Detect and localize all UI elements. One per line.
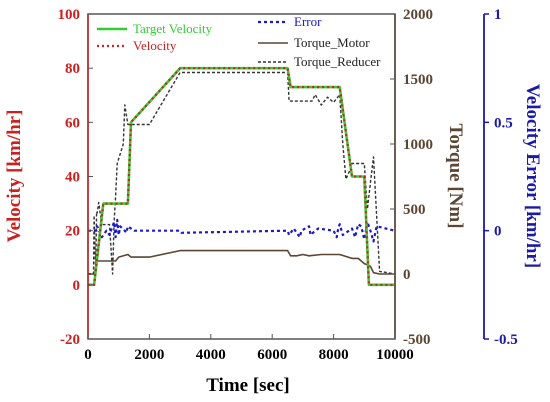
- y-left-tick-label: 20: [65, 224, 80, 240]
- legend-error-torque: Error Torque_Motor Torque_Reducer: [258, 14, 381, 69]
- y-right-torque-tick-label: -500: [403, 332, 431, 348]
- y-axis-right-torque-label: Torque [Nm]: [445, 123, 466, 228]
- y-axis-right-error-label: Velocity Error [km/hr]: [522, 84, 543, 268]
- y-left-tick-label: 60: [65, 115, 80, 131]
- y-right-torque-tick-label: 1500: [403, 72, 433, 88]
- y-right-error-tick-label: 0: [494, 224, 502, 240]
- y-left-tick-label: 40: [65, 170, 80, 186]
- series-layer: [88, 66, 396, 287]
- y-left-tick-label: 0: [73, 278, 81, 294]
- x-axis: 0 2000 4000 6000 8000 10000: [84, 334, 414, 363]
- x-tick-label: 10000: [376, 347, 414, 363]
- legend-velocity: Target Velocity Velocity: [97, 21, 213, 53]
- legend-label: Error: [294, 14, 322, 29]
- series-line-target-velocity: [88, 66, 395, 287]
- legend-label: Torque_Reducer: [294, 54, 381, 69]
- y-left-tick-label: 100: [58, 7, 81, 23]
- y-left-tick-label: 80: [65, 61, 80, 77]
- legend-label: Torque_Motor: [294, 35, 370, 50]
- y-right-error-tick-label: -0.5: [494, 332, 518, 348]
- y-right-torque-tick-label: 2000: [403, 7, 433, 23]
- series-line-error: [88, 218, 396, 243]
- series-line-velocity: [88, 67, 395, 286]
- y-axis-right-torque: -500 0 500 1000 1500 2000: [390, 7, 433, 348]
- legend-label: Velocity: [133, 38, 177, 53]
- series-line-torque-motor: [88, 249, 395, 275]
- x-tick-label: 8000: [319, 347, 349, 363]
- legend-label: Target Velocity: [133, 21, 213, 36]
- y-axis-right-error: -0.5 0 0.5 1: [483, 7, 518, 348]
- y-right-torque-tick-label: 1000: [403, 137, 433, 153]
- y-axis-left-label: Velocity [km/hr]: [4, 110, 25, 243]
- x-tick-label: 6000: [257, 347, 287, 363]
- x-tick-label: 4000: [196, 347, 226, 363]
- y-right-torque-tick-label: 500: [403, 202, 426, 218]
- y-right-torque-tick-label: 0: [403, 267, 411, 283]
- y-right-error-tick-label: 1: [494, 7, 502, 23]
- x-tick-label: 0: [84, 347, 92, 363]
- x-tick-label: 2000: [134, 347, 164, 363]
- series-line-torque-reducer: [88, 71, 396, 275]
- y-right-error-tick-label: 0.5: [494, 115, 513, 131]
- y-axis-left: -20 0 20 40 60 80 100: [58, 7, 93, 348]
- x-axis-label: Time [sec]: [206, 375, 290, 396]
- y-left-tick-label: -20: [60, 332, 80, 348]
